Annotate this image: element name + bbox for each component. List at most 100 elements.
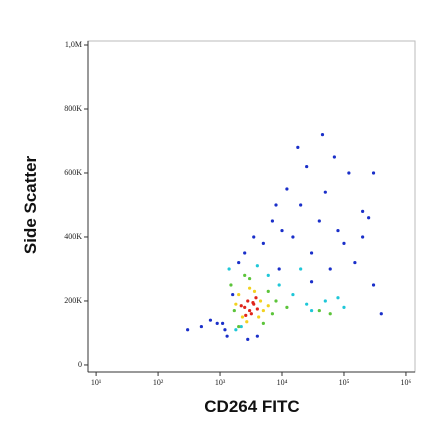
point xyxy=(243,305,247,309)
point xyxy=(248,308,252,313)
x-axis-label: CD264 FITC xyxy=(204,397,299,416)
point xyxy=(266,304,270,308)
point xyxy=(274,299,278,303)
point xyxy=(199,324,203,329)
point xyxy=(342,241,346,245)
point xyxy=(186,328,190,332)
point xyxy=(239,304,243,308)
x-tick-label: 10⁵ xyxy=(339,378,350,387)
point xyxy=(299,267,303,271)
point xyxy=(255,334,259,338)
point xyxy=(266,273,270,277)
point xyxy=(240,315,245,319)
point xyxy=(270,312,275,316)
y-tick-label: 200K xyxy=(64,296,82,305)
point xyxy=(227,267,231,271)
point xyxy=(317,308,321,313)
point xyxy=(291,292,295,297)
point xyxy=(371,171,376,175)
point xyxy=(361,209,365,213)
point xyxy=(353,260,357,265)
point xyxy=(299,203,303,207)
point xyxy=(254,296,258,300)
point xyxy=(252,235,256,239)
point xyxy=(257,315,261,319)
point xyxy=(246,299,250,303)
point xyxy=(239,324,243,329)
point xyxy=(261,241,265,245)
point xyxy=(237,292,241,297)
point xyxy=(336,228,340,233)
point xyxy=(320,132,325,137)
point xyxy=(251,300,255,305)
point xyxy=(237,324,241,329)
point xyxy=(245,320,249,324)
point xyxy=(309,251,314,255)
point xyxy=(221,321,225,325)
y-tick-label: 800K xyxy=(64,104,82,113)
point xyxy=(323,190,327,194)
y-tick-label: 400K xyxy=(64,232,82,241)
point xyxy=(309,280,314,284)
point xyxy=(274,203,278,207)
y-axis-label: Side Scatter xyxy=(21,155,40,254)
point xyxy=(208,318,213,322)
point xyxy=(229,283,233,287)
plot-frame xyxy=(87,40,416,373)
y-tick-label: 600K xyxy=(64,168,82,177)
point xyxy=(215,321,219,325)
point xyxy=(255,307,259,311)
y-tick-label: 1,0M xyxy=(65,40,82,49)
point xyxy=(332,155,336,159)
point xyxy=(261,308,265,313)
y-tick-label: 0 xyxy=(78,360,82,369)
point xyxy=(367,216,371,220)
point xyxy=(237,260,241,265)
point xyxy=(309,308,314,313)
point xyxy=(328,312,332,316)
point xyxy=(261,321,265,325)
point xyxy=(379,312,383,316)
point xyxy=(246,337,250,341)
point xyxy=(323,299,327,303)
point xyxy=(258,299,263,303)
x-tick-label: 10² xyxy=(153,378,164,387)
point xyxy=(285,305,289,309)
point xyxy=(223,328,227,332)
point xyxy=(234,328,238,332)
x-tick-label: 10¹ xyxy=(91,378,102,387)
point xyxy=(252,289,257,293)
point xyxy=(243,251,247,255)
point xyxy=(317,219,321,223)
point xyxy=(243,273,247,277)
point xyxy=(277,283,281,287)
point xyxy=(277,267,281,271)
point xyxy=(361,235,365,239)
point xyxy=(255,264,259,268)
point xyxy=(234,302,238,306)
point xyxy=(347,171,351,175)
point xyxy=(371,283,376,287)
point xyxy=(336,296,340,300)
point xyxy=(342,305,346,309)
point xyxy=(244,313,248,317)
point xyxy=(249,312,253,316)
point xyxy=(328,267,332,271)
x-tick-label: 10³ xyxy=(215,378,226,387)
point xyxy=(305,164,309,169)
point xyxy=(285,187,289,191)
point xyxy=(248,286,252,290)
point xyxy=(270,219,275,223)
point xyxy=(305,302,309,306)
x-tick-label: 10⁴ xyxy=(277,378,288,387)
point xyxy=(248,276,252,281)
point xyxy=(232,308,236,313)
point xyxy=(231,292,235,297)
point xyxy=(225,334,229,338)
point xyxy=(266,289,270,293)
point xyxy=(296,145,300,149)
point xyxy=(291,235,295,239)
x-tick-label: 10⁶ xyxy=(401,378,412,387)
point xyxy=(280,228,284,233)
